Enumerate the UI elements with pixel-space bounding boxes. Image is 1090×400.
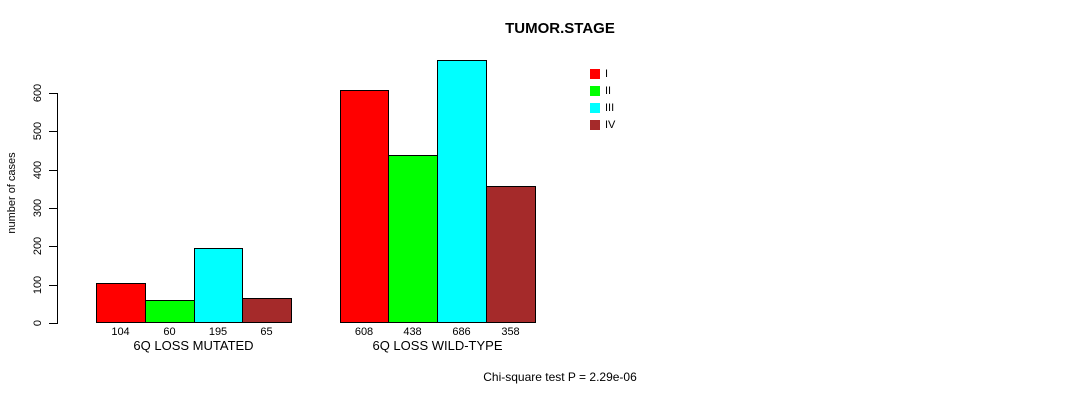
- legend-row: IV: [590, 116, 615, 133]
- legend-label: III: [605, 101, 615, 114]
- bar-II-group1: [145, 300, 195, 323]
- chart-title: TUMOR.STAGE: [505, 20, 615, 37]
- bar-II-group2: [388, 155, 438, 323]
- y-axis-tick: [49, 93, 57, 94]
- chi-square-note: Chi-square test P = 2.29e-06: [483, 370, 637, 384]
- y-axis-tick-label: 600: [32, 83, 44, 103]
- legend-swatch-III: [590, 102, 600, 113]
- y-axis-tick-label: 300: [32, 198, 44, 218]
- y-axis-tick: [49, 285, 57, 286]
- legend-swatch-IV: [590, 119, 600, 130]
- legend-label: II: [605, 84, 612, 97]
- bar-value-label: 65: [260, 326, 273, 338]
- legend-label: I: [605, 67, 609, 80]
- bar-value-label: 686: [452, 326, 471, 338]
- y-axis-tick: [49, 323, 57, 324]
- legend-row: I: [590, 65, 615, 82]
- y-axis-line: [57, 93, 58, 324]
- group-label: 6Q LOSS WILD-TYPE: [372, 338, 503, 353]
- bar-value-label: 608: [354, 326, 374, 338]
- legend-row: III: [590, 99, 615, 116]
- legend-swatch-I: [590, 68, 600, 79]
- y-axis-title: number of cases: [6, 152, 18, 234]
- bar-I-group1: [96, 283, 146, 323]
- legend-label: IV: [605, 118, 616, 131]
- y-axis-tick-label: 500: [32, 121, 44, 141]
- y-axis-tick-label: 400: [32, 160, 44, 180]
- legend: I II III IV: [590, 65, 615, 133]
- y-axis-tick: [49, 208, 57, 209]
- bar-III-group2: [437, 60, 487, 323]
- y-axis-tick-label: 200: [32, 236, 44, 256]
- y-axis-tick-label: 0: [32, 319, 44, 327]
- y-axis-tick: [49, 246, 57, 247]
- y-axis-tick: [49, 131, 57, 132]
- bar-III-group1: [194, 248, 243, 323]
- bar-I-group2: [340, 90, 389, 323]
- bar-value-label: 195: [208, 326, 228, 338]
- bar-value-label: 358: [501, 326, 520, 338]
- y-axis-tick: [49, 170, 57, 171]
- legend-swatch-II: [590, 85, 600, 96]
- bar-value-label: 104: [111, 326, 130, 338]
- bar-value-label: 60: [163, 326, 176, 338]
- legend-row: II: [590, 82, 615, 99]
- bar-IV-group1: [242, 298, 292, 323]
- bar-value-label: 438: [403, 326, 422, 338]
- y-axis-tick-label: 100: [32, 275, 44, 295]
- group-label: 6Q LOSS MUTATED: [133, 338, 254, 353]
- bar-IV-group2: [486, 186, 536, 323]
